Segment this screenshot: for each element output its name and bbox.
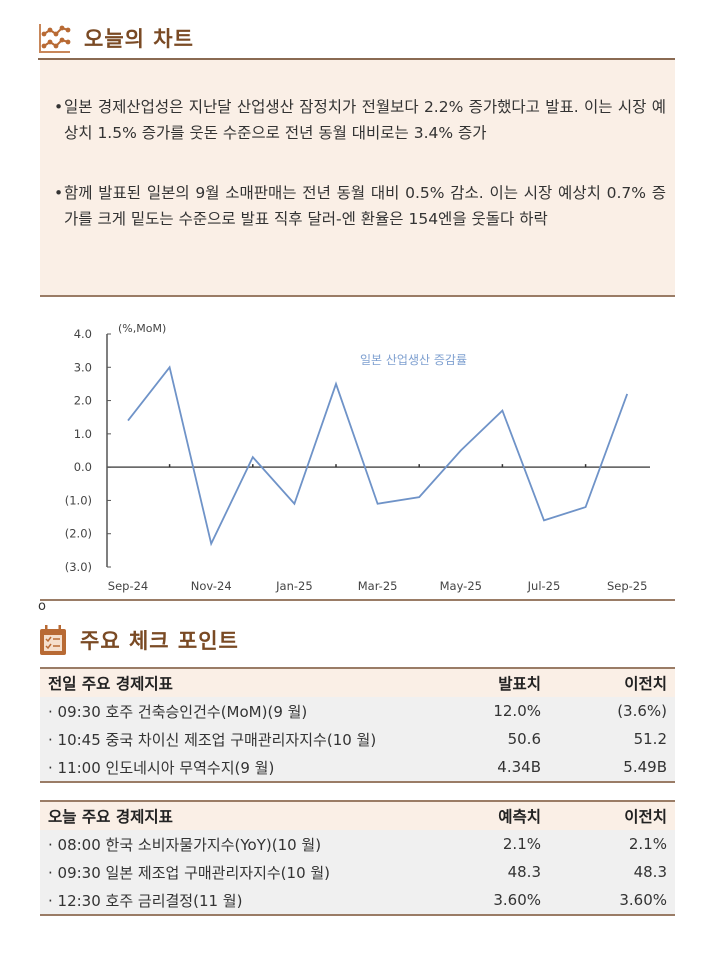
actual-value: 50.6 [441, 725, 549, 753]
x-tick-label: Sep-24 [108, 579, 148, 593]
table-row: · 10:45 중국 차이신 제조업 구매관리자지수(10 월) 50.6 51… [40, 725, 675, 753]
summary-bullet: • 함께 발표된 일본의 9월 소매판매는 전년 동월 대비 0.5% 감소. … [54, 180, 666, 232]
calendar-checklist-icon [38, 624, 68, 656]
forecast-value: 3.60% [441, 886, 549, 915]
summary-box: • 일본 경제산업성은 지난달 산업생산 잠정치가 전월보다 2.2% 증가했다… [40, 60, 675, 297]
forecast-value: 2.1% [441, 830, 549, 858]
line-chart: 4.0 3.0 2.0 1.0 0.0 (1.0) (2.0) (3.0) (%,MoM) Sep… [40, 310, 675, 600]
y-tick-label: 4.0 [74, 327, 92, 341]
x-tick-label: Sep-25 [607, 579, 647, 593]
indicator-label: · 12:30 호주 금리결정(11 월) [40, 886, 441, 915]
table-row: · 11:00 인도네시아 무역수지(9 월) 4.34B 5.49B [40, 753, 675, 782]
legend-label: 일본 산업생산 증감률 [360, 353, 467, 367]
x-tick-label: Nov-24 [191, 579, 232, 593]
summary-bullet: • 일본 경제산업성은 지난달 산업생산 잠정치가 전월보다 2.2% 증가했다… [54, 94, 666, 146]
previous-value: 3.60% [549, 886, 675, 915]
previous-value: 48.3 [549, 858, 675, 886]
section-title: 오늘의 차트 [84, 27, 194, 51]
table-row: · 09:30 호주 건축승인건수(MoM)(9 월) 12.0% (3.6%) [40, 697, 675, 725]
table-header-label: 전일 주요 경제지표 [40, 668, 441, 697]
bullet-text: 함께 발표된 일본의 9월 소매판매는 전년 동월 대비 0.5% 감소. 이는… [64, 184, 666, 228]
y-tick-label: (3.0) [65, 560, 92, 574]
col-forecast-header: 예측치 [441, 801, 549, 830]
y-tick-label: (2.0) [65, 527, 92, 541]
bullet-dot: • [54, 98, 64, 116]
table-row: · 09:30 일본 제조업 구매관리자지수(10 월) 48.3 48.3 [40, 858, 675, 886]
bullet-dot: • [54, 184, 64, 202]
x-tick-label: Jan-25 [275, 579, 313, 593]
forecast-value: 48.3 [441, 858, 549, 886]
chart-canvas: 4.0 3.0 2.0 1.0 0.0 (1.0) (2.0) (3.0) (%,MoM) Sep… [65, 322, 650, 593]
x-tick-label: Mar-25 [358, 579, 398, 593]
line-chart-icon [38, 22, 72, 54]
x-tick-label: Jul-25 [527, 579, 561, 593]
indicator-label: · 09:30 일본 제조업 구매관리자지수(10 월) [40, 858, 441, 886]
section-title: 주요 체크 포인트 [80, 629, 239, 653]
indicator-label: · 11:00 인도네시아 무역수지(9 월) [40, 753, 441, 782]
y-tick-label: 2.0 [74, 394, 92, 408]
previous-value: 51.2 [549, 725, 675, 753]
indicator-label: · 10:45 중국 차이신 제조업 구매관리자지수(10 월) [40, 725, 441, 753]
y-tick-label: 3.0 [74, 360, 92, 374]
checkpoints-section-header: 주요 체크 포인트 [38, 624, 239, 656]
series-line [127, 365, 629, 547]
table-header-row: 전일 주요 경제지표 발표치 이전치 [40, 668, 675, 697]
chart-bottom-rule [40, 599, 675, 601]
col-previous-header: 이전치 [549, 801, 675, 830]
x-tick-label: May-25 [440, 579, 482, 593]
y-tick-label: 1.0 [74, 427, 92, 441]
table-row: · 08:00 한국 소비자물가지수(YoY)(10 월) 2.1% 2.1% [40, 830, 675, 858]
col-actual-header: 발표치 [441, 668, 549, 697]
table-row: · 12:30 호주 금리결정(11 월) 3.60% 3.60% [40, 886, 675, 915]
yesterday-indicators-table: 전일 주요 경제지표 발표치 이전치 · 09:30 호주 건축승인건수(MoM… [40, 667, 675, 783]
previous-value: 5.49B [549, 753, 675, 782]
col-previous-header: 이전치 [549, 668, 675, 697]
y-tick-label: 0.0 [74, 460, 92, 474]
section-divider [38, 58, 675, 60]
footnote-mark: o [38, 599, 46, 614]
y-axis-unit: (%,MoM) [118, 322, 166, 335]
chart-section-header: 오늘의 차트 [38, 22, 194, 54]
indicator-label: · 08:00 한국 소비자물가지수(YoY)(10 월) [40, 830, 441, 858]
table-header-label: 오늘 주요 경제지표 [40, 801, 441, 830]
bullet-text: 일본 경제산업성은 지난달 산업생산 잠정치가 전월보다 2.2% 증가했다고 … [64, 98, 666, 142]
table-header-row: 오늘 주요 경제지표 예측치 이전치 [40, 801, 675, 830]
actual-value: 4.34B [441, 753, 549, 782]
previous-value: (3.6%) [549, 697, 675, 725]
previous-value: 2.1% [549, 830, 675, 858]
today-indicators-table: 오늘 주요 경제지표 예측치 이전치 · 08:00 한국 소비자물가지수(Yo… [40, 800, 675, 916]
y-tick-label: (1.0) [65, 493, 92, 507]
actual-value: 12.0% [441, 697, 549, 725]
indicator-label: · 09:30 호주 건축승인건수(MoM)(9 월) [40, 697, 441, 725]
